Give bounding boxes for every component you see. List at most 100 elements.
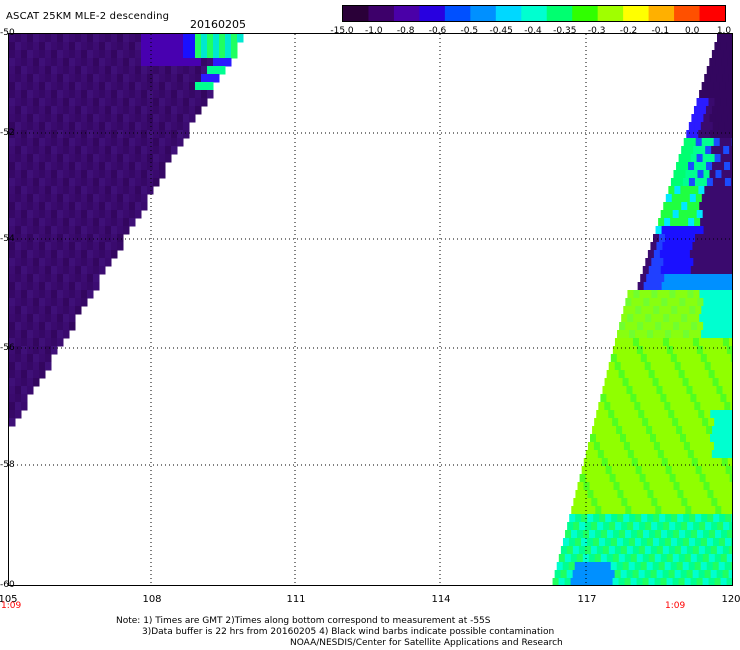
swath-cell bbox=[670, 426, 677, 435]
swath-cell bbox=[708, 154, 716, 163]
swath-cell bbox=[633, 314, 640, 323]
swath-cell bbox=[9, 226, 16, 235]
swath-cell bbox=[681, 498, 688, 507]
swath-cell bbox=[635, 466, 643, 475]
swath-cell bbox=[27, 298, 34, 307]
swath-cell bbox=[605, 514, 612, 523]
swath-cell bbox=[625, 322, 632, 331]
swath-cell bbox=[712, 426, 719, 435]
swath-cell bbox=[159, 58, 166, 67]
swath-cell bbox=[661, 322, 668, 331]
swath-cell bbox=[141, 178, 148, 187]
swath-cell bbox=[15, 298, 22, 307]
swath-cell bbox=[57, 114, 64, 123]
swath-cell bbox=[141, 146, 148, 155]
swath-cell bbox=[660, 370, 668, 379]
swath-cell bbox=[585, 450, 593, 459]
swath-cell bbox=[93, 42, 100, 51]
swath-cell bbox=[603, 522, 610, 531]
swath-cell bbox=[21, 266, 28, 275]
swath-cell bbox=[9, 122, 16, 131]
swath-cell bbox=[129, 210, 136, 219]
swath-cell bbox=[81, 50, 88, 59]
swath-cell bbox=[15, 394, 22, 403]
swath-cell bbox=[590, 546, 598, 555]
swath-cell bbox=[123, 130, 130, 139]
swath-cell bbox=[69, 298, 76, 307]
swath-cell bbox=[141, 170, 148, 179]
swath-cell bbox=[702, 266, 710, 275]
swath-cell bbox=[670, 562, 678, 571]
swath-cell bbox=[105, 34, 112, 43]
swath-cell bbox=[87, 138, 94, 147]
swath-cell bbox=[617, 330, 624, 339]
swath-cell bbox=[652, 426, 659, 435]
swath-cell bbox=[688, 354, 696, 363]
swath-cell bbox=[57, 186, 64, 195]
swath-cell bbox=[640, 402, 647, 411]
swath-cell bbox=[705, 522, 712, 531]
swath-cell bbox=[611, 442, 619, 451]
swath-cell bbox=[231, 50, 238, 59]
swath-cell bbox=[9, 410, 16, 419]
swath-cell bbox=[69, 194, 76, 203]
swath-cell bbox=[57, 306, 64, 315]
swath-cell bbox=[636, 418, 643, 427]
swath-cell bbox=[99, 226, 106, 235]
swath-cell bbox=[619, 530, 626, 539]
swath-cell bbox=[730, 426, 737, 435]
swath-cell bbox=[671, 466, 679, 475]
swath-cell bbox=[27, 274, 34, 283]
swath-cell bbox=[722, 410, 729, 419]
swath-cell bbox=[719, 306, 726, 315]
swath-cell bbox=[105, 186, 112, 195]
swath-cell bbox=[653, 442, 661, 451]
swath-cell bbox=[647, 514, 654, 523]
swath-cell bbox=[717, 522, 724, 531]
swath-cell bbox=[153, 146, 160, 155]
swath-cell bbox=[614, 570, 622, 579]
swath-cell bbox=[711, 202, 718, 211]
swath-cell bbox=[731, 330, 738, 339]
swath-cell bbox=[147, 50, 154, 59]
swath-cell bbox=[147, 114, 154, 123]
swath-cell bbox=[57, 234, 64, 243]
swath-cell bbox=[189, 66, 196, 75]
swath-cell bbox=[189, 114, 196, 123]
swath-cell bbox=[45, 258, 52, 267]
swath-cell bbox=[147, 98, 154, 107]
swath-cell bbox=[730, 178, 738, 187]
swath-cell bbox=[708, 266, 716, 275]
swath-cell bbox=[649, 322, 656, 331]
swath-cell bbox=[135, 66, 142, 75]
swath-cell bbox=[9, 234, 16, 243]
swath-cell bbox=[135, 90, 142, 99]
swath-cell bbox=[9, 58, 16, 67]
swath-cell bbox=[99, 138, 106, 147]
swath-cell bbox=[21, 98, 28, 107]
swath-cell bbox=[225, 42, 232, 51]
swath-cell bbox=[646, 274, 653, 283]
colorbar-swatch bbox=[343, 6, 370, 21]
swath-cell bbox=[123, 122, 130, 131]
swath-cell bbox=[718, 354, 726, 363]
swath-cell bbox=[588, 554, 596, 563]
swath-cell bbox=[99, 58, 106, 67]
swath-cell bbox=[105, 114, 112, 123]
swath-cell bbox=[75, 226, 82, 235]
swath-cell bbox=[674, 362, 682, 371]
swath-cell bbox=[652, 354, 660, 363]
swath-cell bbox=[574, 538, 582, 547]
swath-cell bbox=[709, 482, 717, 491]
swath-cell bbox=[27, 58, 34, 67]
swath-cell bbox=[705, 90, 712, 99]
swath-cell bbox=[675, 290, 682, 299]
swath-cell bbox=[81, 250, 88, 259]
swath-cell bbox=[33, 170, 40, 179]
swath-cell bbox=[183, 114, 190, 123]
swath-cell bbox=[647, 490, 654, 499]
swath-cell bbox=[659, 234, 666, 243]
swath-cell bbox=[642, 578, 650, 587]
swath-cell bbox=[716, 242, 723, 251]
colorbar-swatch bbox=[495, 6, 522, 21]
